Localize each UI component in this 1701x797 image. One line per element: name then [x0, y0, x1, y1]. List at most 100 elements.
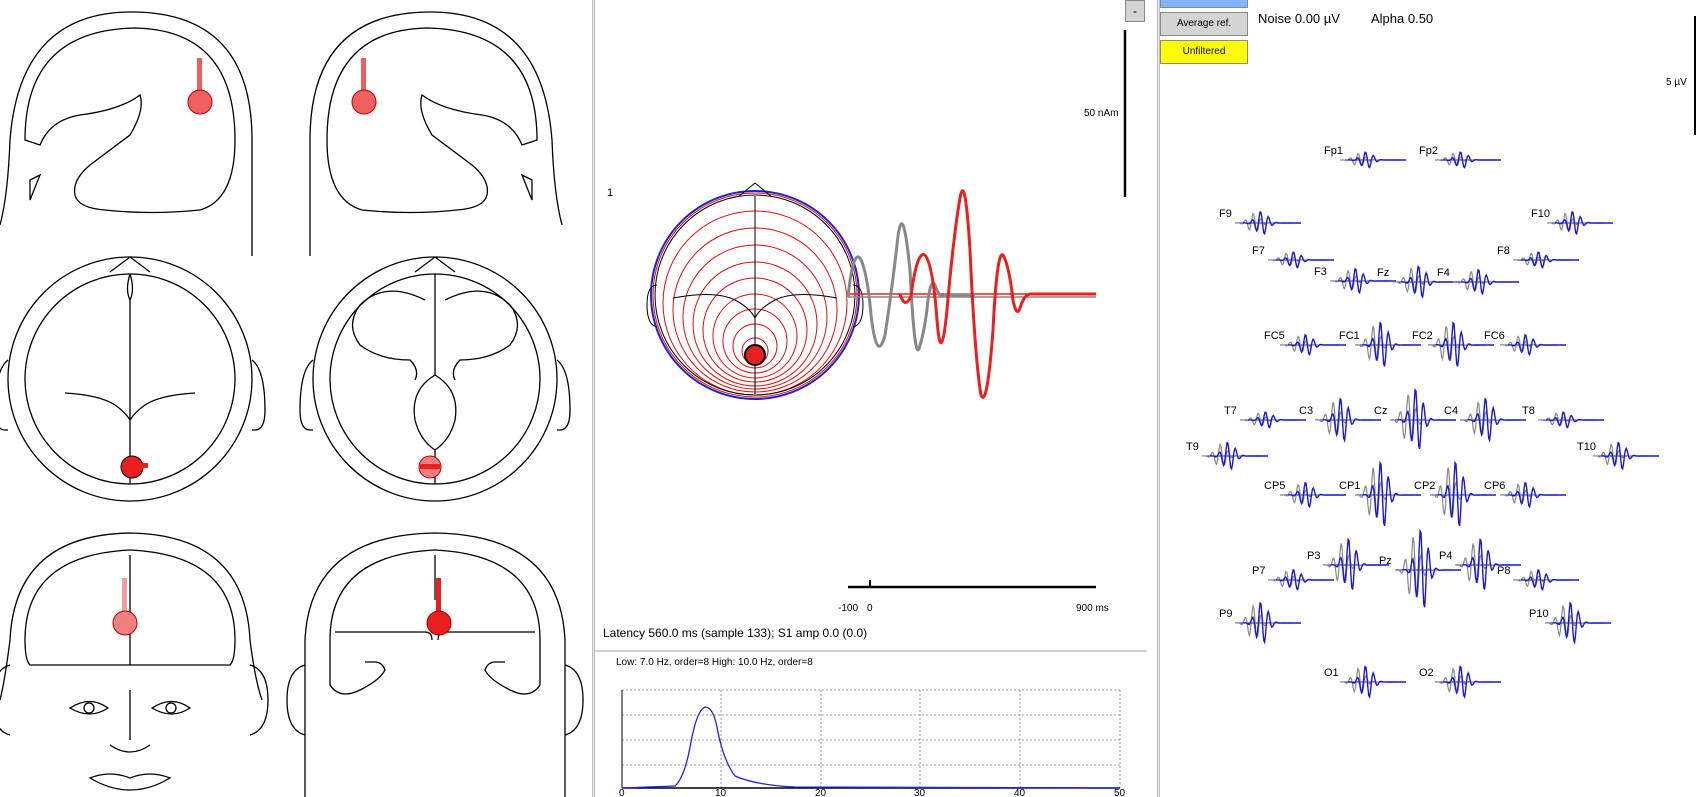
filter-tick-10: 10: [715, 788, 727, 797]
filter-response-plot: [621, 689, 1121, 789]
electrode-label-fc5: FC5: [1264, 330, 1285, 342]
pane-divider-right[interactable]: [1157, 0, 1160, 797]
eeg-trace-p4: [1454, 537, 1521, 590]
filter-tick-40: 40: [1014, 788, 1026, 797]
eeg-trace-f10: [1547, 210, 1613, 236]
electrode-label-o2: O2: [1419, 667, 1434, 679]
head-view-back: [286, 532, 584, 797]
eeg-trace-o1: [1339, 665, 1406, 699]
eeg-trace-f4: [1453, 268, 1519, 296]
eeg-trace-f3: [1330, 267, 1396, 295]
source-plot: [646, 30, 1127, 589]
electrode-label-t7: T7: [1224, 405, 1237, 417]
electrode-label-t10: T10: [1577, 441, 1596, 453]
head-views-drawing: [0, 11, 584, 797]
eeg-pane: Average ref. Unfiltered Noise 0.00 µV Al…: [1160, 0, 1701, 797]
filter-tick-30: 30: [914, 788, 926, 797]
eeg-trace-cp6: [1500, 481, 1566, 509]
eeg-trace-t7: [1240, 411, 1306, 429]
eeg-electrode-map: [1201, 16, 1696, 699]
electrode-label-cz: Cz: [1374, 405, 1388, 417]
electrode-label-f7: F7: [1252, 245, 1265, 257]
pane-divider-left[interactable]: [592, 0, 595, 797]
eeg-trace-o2: [1434, 665, 1501, 699]
source-pane: -: [595, 0, 1157, 797]
eeg-trace-c3: [1314, 397, 1381, 443]
eeg-scale-label: 5 µV: [1666, 77, 1687, 88]
eeg-trace-fp1: [1340, 151, 1406, 169]
electrode-label-p10: P10: [1529, 608, 1549, 620]
head-view-front: [0, 532, 269, 791]
eeg-trace-fc1: [1354, 321, 1421, 367]
electrode-label-p3: P3: [1307, 550, 1321, 562]
scale-label: 50 nAm: [1084, 108, 1119, 119]
source-number: 1: [607, 187, 614, 199]
electrode-label-c3: C3: [1299, 405, 1314, 417]
eeg-trace-fz: [1392, 265, 1459, 299]
electrode-label-fc2: FC2: [1412, 330, 1433, 342]
eeg-trace-cp1: [1354, 460, 1421, 527]
filter-tick-20: 20: [815, 788, 827, 797]
eeg-trace-t10: [1592, 441, 1659, 471]
eeg-trace-cp5: [1280, 481, 1346, 509]
eeg-trace-fp2: [1435, 151, 1501, 169]
average-ref-button[interactable]: Average ref.: [1160, 12, 1248, 36]
time-axis-zero-label: 0: [867, 603, 873, 614]
electrode-label-f8: F8: [1497, 245, 1510, 257]
electrode-label-o1: O1: [1324, 667, 1339, 679]
eeg-trace-fc2: [1427, 321, 1494, 367]
electrode-label-p9: P9: [1219, 608, 1233, 620]
filter-pane: Low: 7.0 Hz, order=8 High: 10.0 Hz, orde…: [595, 650, 1147, 797]
eeg-trace-c4: [1459, 397, 1526, 443]
electrode-label-c4: C4: [1444, 405, 1459, 417]
dipole-sources: [112, 58, 452, 636]
eeg-trace-p7: [1268, 568, 1334, 592]
head-view-right-sagittal: [309, 11, 563, 256]
alpha-text: Alpha 0.50: [1371, 11, 1434, 26]
electrode-label-f10: F10: [1531, 208, 1550, 220]
eeg-trace-p9: [1234, 601, 1301, 645]
filter-tick-0: 0: [619, 788, 625, 797]
eeg-trace-f9: [1235, 210, 1301, 236]
noise-text: Noise 0.00 µV: [1258, 11, 1340, 26]
electrode-label-cp6: CP6: [1484, 480, 1506, 492]
head-view-top: [0, 256, 266, 502]
electrode-label-p4: P4: [1439, 550, 1453, 562]
eeg-trace-cz: [1389, 387, 1456, 450]
top-blue-button[interactable]: [1160, 0, 1248, 8]
unfiltered-button[interactable]: Unfiltered: [1160, 40, 1248, 64]
electrode-label-t9: T9: [1186, 441, 1199, 453]
eeg-trace-p8: [1513, 568, 1579, 592]
eeg-trace-f7: [1268, 251, 1334, 269]
electrode-label-p8: P8: [1497, 565, 1511, 577]
electrode-label-fc1: FC1: [1339, 330, 1360, 342]
head-view-left-sagittal: [0, 11, 253, 256]
electrode-label-f3: F3: [1314, 266, 1327, 278]
eeg-trace-t8: [1538, 411, 1604, 429]
electrode-label-fp2: Fp2: [1419, 145, 1438, 157]
eeg-trace-pz: [1394, 528, 1461, 608]
eeg-trace-cp2: [1429, 460, 1496, 527]
electrode-label-cp2: CP2: [1414, 480, 1436, 492]
eeg-trace-t9: [1201, 441, 1268, 471]
eeg-trace-fc5: [1280, 333, 1346, 357]
electrode-label-f9: F9: [1219, 208, 1232, 220]
electrode-label-fz: Fz: [1377, 267, 1390, 279]
electrode-label-t8: T8: [1522, 405, 1535, 417]
eeg-trace-f8: [1513, 251, 1579, 269]
minus-button[interactable]: -: [1125, 0, 1145, 22]
time-axis-start-label: -100: [838, 603, 859, 614]
head-view-bottom: [299, 256, 571, 502]
eeg-trace-p3: [1322, 537, 1389, 590]
status-text: Latency 560.0 ms (sample 133); S1 amp 0.…: [603, 626, 868, 640]
electrode-label-cp1: CP1: [1339, 480, 1361, 492]
eeg-trace-p10: [1544, 601, 1611, 645]
electrode-label-f4: F4: [1437, 267, 1450, 279]
filter-tick-50: 50: [1114, 788, 1126, 797]
time-axis-end-label: 900 ms: [1076, 603, 1109, 614]
time-axis: [848, 580, 1096, 589]
electrode-label-fp1: Fp1: [1324, 145, 1343, 157]
electrode-label-p7: P7: [1252, 565, 1266, 577]
electrode-label-fc6: FC6: [1484, 330, 1505, 342]
electrode-label-cp5: CP5: [1264, 480, 1286, 492]
